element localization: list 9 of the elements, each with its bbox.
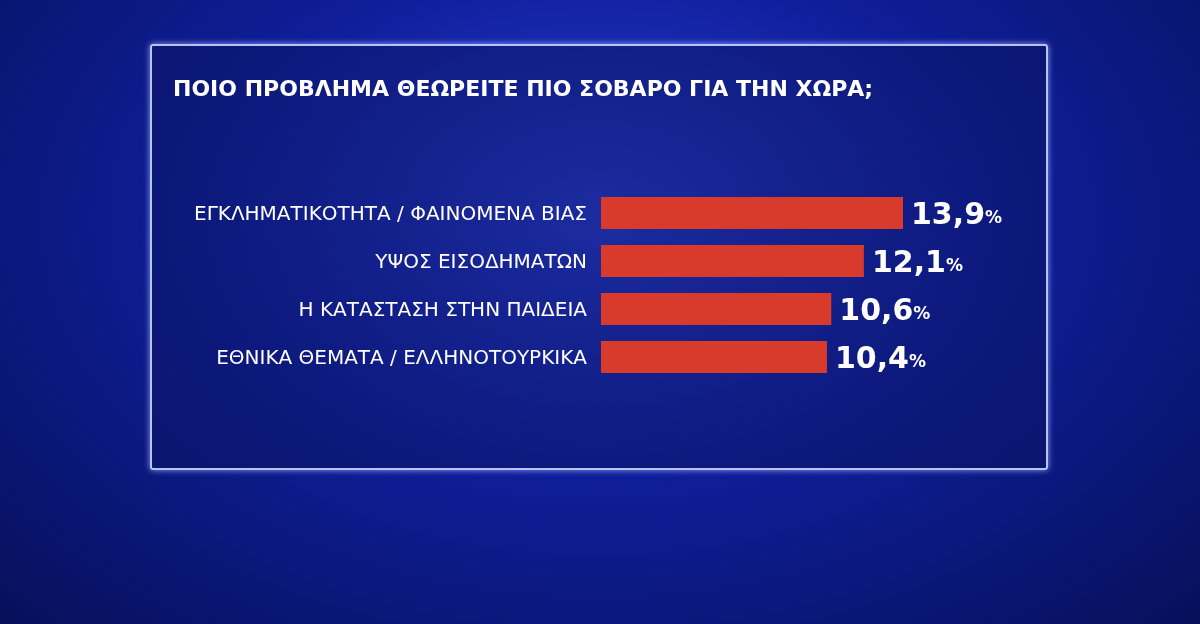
y-tick-label: ΕΓΚΛΗΜΑΤΙΚΟΤΗΤΑ / ΦΑΙΝΟΜΕΝΑ ΒΙΑΣ — [194, 201, 587, 225]
data-label: 10,6% — [839, 291, 931, 327]
y-tick-label: ΥΨΟΣ ΕΙΣΟΔΗΜΑΤΩΝ — [374, 249, 587, 273]
data-label: 12,1% — [871, 243, 963, 279]
data-label: 13,9% — [911, 195, 1003, 231]
y-tick-label: Η ΚΑΤΑΣΤΑΣΗ ΣΤΗΝ ΠΑΙΔΕΙΑ — [298, 297, 588, 321]
chart-title: ΠΟΙΟ ΠΡΟΒΛΗΜΑ ΘΕΩΡΕΙΤΕ ΠΙΟ ΣΟΒΑΡΟ ΓΙΑ ΤΗΝ ΧΩΡΑ; — [173, 75, 874, 101]
data-label: 10,4% — [834, 339, 927, 375]
y-tick-label: ΕΘΝΙΚΑ ΘΕΜΑΤΑ / ΕΛΛΗΝΟΤΟΥΡΚΙΚΑ — [216, 345, 588, 369]
